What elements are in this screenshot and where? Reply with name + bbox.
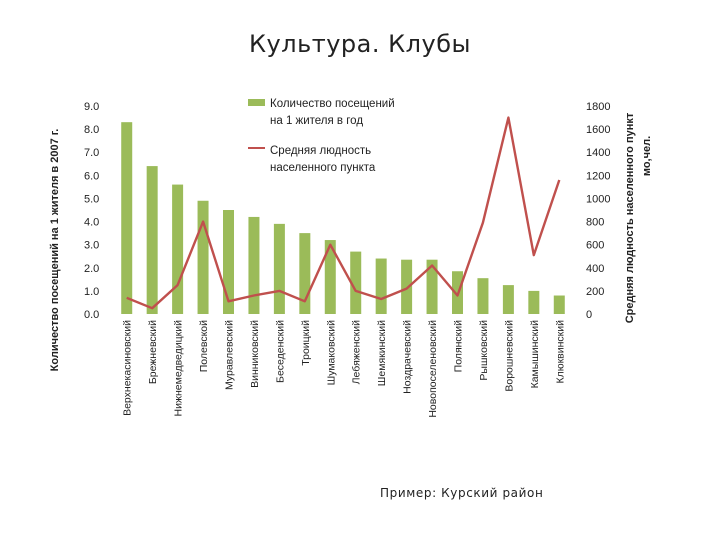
left-tick-label: 9.0 — [84, 101, 99, 113]
legend: Количество посещений на 1 жителя в год Сре… — [248, 98, 395, 174]
category-label: Полевской — [198, 320, 210, 372]
footnote: Пример: Курский район — [380, 486, 544, 500]
left-tick-label: 4.0 — [84, 217, 99, 229]
left-tick-label: 5.0 — [84, 193, 99, 205]
category-labels: Верхнекасиновский Брежневский Нижнемедведи… — [122, 320, 567, 418]
right-axis-ticks: 0 200 400 600 800 1000 1200 1400 1600 1800 — [586, 101, 610, 321]
bar — [324, 240, 336, 314]
left-tick-label: 6.0 — [84, 170, 99, 182]
bar — [502, 285, 514, 314]
bar — [172, 184, 184, 314]
legend-label: Количество посещений — [270, 98, 395, 110]
left-tick-label: 2.0 — [84, 263, 99, 275]
bar — [248, 216, 260, 314]
right-tick-label: 400 — [586, 263, 604, 275]
left-axis-title: Количество посещений на 1 жителя в 2007 … — [49, 129, 61, 372]
bar — [273, 223, 285, 314]
right-tick-label: 1600 — [586, 124, 610, 136]
bar — [350, 251, 362, 314]
bar — [121, 122, 133, 314]
right-tick-label: 200 — [586, 286, 604, 298]
legend-bar-swatch — [248, 99, 265, 106]
category-label: Винниковский — [249, 320, 261, 388]
category-label: Камышинский — [529, 320, 541, 389]
axis-titles: Количество посещений на 1 жителя в 2007 … — [49, 112, 653, 371]
bar — [146, 166, 158, 314]
bar-series — [121, 122, 565, 314]
bar — [477, 278, 489, 314]
category-label: Верхнекасиновский — [122, 320, 134, 416]
right-tick-label: 600 — [586, 240, 604, 252]
bar — [299, 233, 311, 314]
left-tick-label: 3.0 — [84, 240, 99, 252]
bar — [553, 295, 565, 314]
legend-label: на 1 жителя в год — [270, 115, 363, 127]
legend-label: Средняя людность — [270, 145, 371, 157]
legend-label: населенного пункта — [270, 162, 376, 174]
right-tick-label: 1200 — [586, 170, 610, 182]
right-axis-title-line1: Средняя людность населенного пункт — [624, 112, 636, 323]
bar — [426, 259, 438, 314]
category-label: Шумаковский — [325, 320, 337, 386]
left-tick-label: 1.0 — [84, 286, 99, 298]
category-label: Новопоселеновский — [427, 320, 439, 418]
category-label: Нижнемедведицкий — [173, 320, 185, 417]
bar — [197, 200, 209, 314]
bar — [401, 259, 413, 314]
bar — [223, 210, 234, 314]
right-tick-label: 1000 — [586, 193, 610, 205]
line-path — [126, 116, 561, 310]
left-axis-ticks: 0.0 1.0 2.0 3.0 4.0 5.0 6.0 7.0 8.0 9.0 — [84, 101, 99, 321]
left-tick-label: 7.0 — [84, 147, 99, 159]
category-label: Шемякинский — [376, 320, 388, 386]
left-tick-label: 0.0 — [84, 309, 99, 321]
category-label: Беседенский — [274, 320, 286, 383]
category-label: Троицкий — [300, 320, 312, 366]
page-title: Культура. Клубы — [249, 30, 471, 58]
category-label: Клюквинский — [554, 320, 566, 384]
category-label: Рышковский — [478, 320, 490, 381]
category-label: Ворошневский — [503, 320, 515, 392]
right-tick-label: 1800 — [586, 101, 610, 113]
right-axis-title-line2: мо,чел. — [641, 136, 653, 176]
category-label: Полянский — [453, 320, 465, 372]
bar — [375, 258, 387, 314]
line-series — [126, 116, 561, 310]
bar — [528, 290, 540, 314]
category-label: Лебяженский — [351, 320, 363, 384]
right-tick-label: 800 — [586, 217, 604, 229]
category-label: Брежневский — [147, 320, 159, 384]
category-label: Ноздрачевский — [402, 320, 414, 394]
category-label: Муравлевский — [224, 320, 236, 390]
right-tick-label: 0 — [586, 309, 592, 321]
right-tick-label: 1400 — [586, 147, 610, 159]
left-tick-label: 8.0 — [84, 124, 99, 136]
